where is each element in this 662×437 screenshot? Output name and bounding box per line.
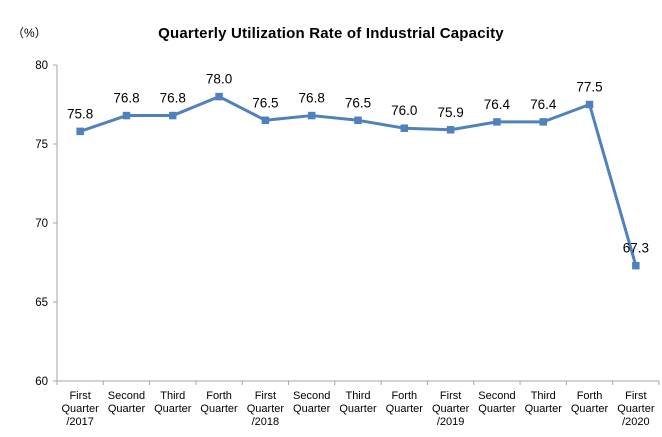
data-point-label: 76.0 [391, 103, 417, 118]
data-point-label: 67.3 [623, 241, 649, 256]
data-point-marker [632, 261, 640, 270]
x-tick-label: First Quarter/2018 [247, 390, 285, 428]
data-point-label: 76.4 [484, 97, 511, 112]
data-point-label: 76.5 [252, 95, 278, 110]
data-point-label: 75.9 [437, 105, 463, 120]
x-tick-label: Second Quarter [108, 390, 146, 415]
y-axis-unit-label: （%） [12, 26, 47, 40]
data-point-marker [493, 118, 501, 126]
data-point-marker [76, 127, 84, 136]
data-point-label: 77.5 [576, 80, 602, 95]
data-point-label: 76.4 [530, 97, 557, 112]
x-tick-label: Second Quarter [293, 390, 331, 415]
x-tick-label: First Quarter/2017 [62, 390, 100, 428]
data-point-marker [446, 126, 455, 134]
data-point-marker [215, 92, 223, 101]
x-tick-label: Second Quarter [478, 390, 516, 415]
x-tick-label: Third Quarter [154, 390, 192, 415]
y-tick-label: 60 [35, 376, 48, 388]
y-tick-label: 75 [35, 139, 48, 151]
y-tick-label: 80 [35, 60, 48, 72]
x-tick-label: First Quarter/2019 [432, 390, 470, 428]
y-tick-label: 70 [35, 218, 48, 230]
data-point-label: 76.8 [113, 91, 139, 106]
x-tick-label: Third Quarter [339, 390, 377, 415]
chart-title: Quarterly Utilization Rate of Industrial… [158, 25, 504, 42]
data-point-marker [307, 111, 316, 120]
x-tick-label: Forth Quarter [386, 390, 424, 415]
data-point-marker [122, 111, 131, 120]
data-point-marker [169, 111, 177, 120]
data-point-marker [354, 116, 362, 125]
x-tick-label: Third Quarter [525, 390, 563, 415]
y-tick-label: 65 [35, 297, 48, 309]
data-point-label: 76.5 [345, 95, 371, 110]
data-point-marker [585, 100, 594, 109]
data-point-label: 78.0 [206, 72, 232, 87]
data-point-label: 75.8 [67, 106, 93, 121]
x-tick-label: First Quarter/2020 [617, 390, 655, 428]
data-point-label: 76.8 [160, 91, 186, 106]
x-tick-label: Forth Quarter [571, 390, 609, 415]
data-point-marker [400, 124, 409, 132]
data-point-label: 76.8 [299, 91, 325, 106]
data-point-marker [261, 116, 270, 125]
data-point-marker [539, 118, 547, 126]
x-tick-label: Forth Quarter [200, 390, 238, 415]
